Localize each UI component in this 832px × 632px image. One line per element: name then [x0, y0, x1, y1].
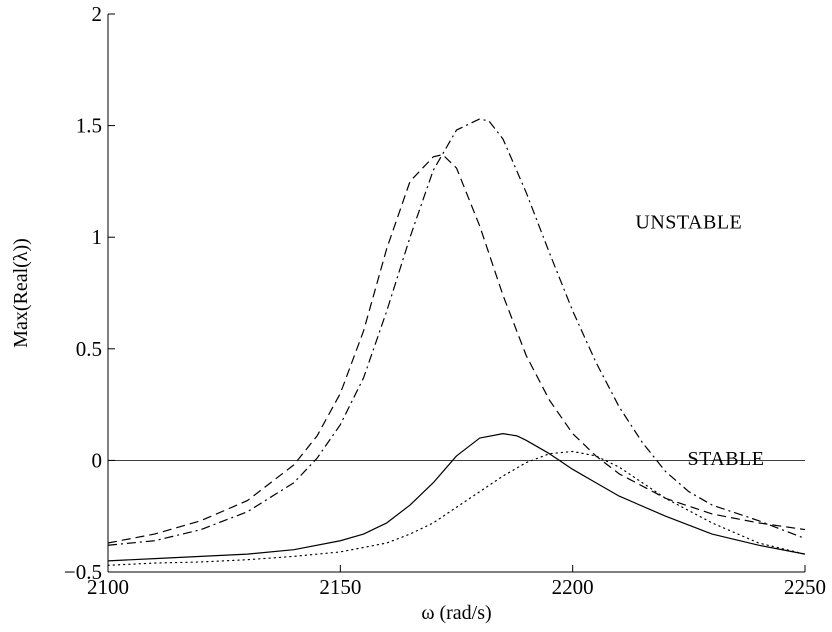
y-tick-label: 0.5 — [76, 337, 102, 361]
series-layer — [107, 118, 806, 566]
y-tick-label: 2 — [92, 2, 103, 26]
annotation-unstable: UNSTABLE — [635, 211, 742, 233]
x-tick-label: 2150 — [319, 575, 361, 599]
series-line-solid — [107, 433, 806, 562]
axes-layer — [107, 13, 806, 573]
y-axis-label: Max(Real(λ)) — [10, 238, 32, 348]
annotation-stable: STABLE — [688, 448, 765, 470]
y-tick-label: −0.5 — [64, 560, 102, 584]
series-line-dashed — [107, 154, 806, 544]
y-tick-label: 1 — [92, 225, 103, 249]
labels-layer: 2100 2150 2200 2250 −0.5 0 0.5 1 1.5 2 ω (rad/s) Ma… — [10, 2, 826, 624]
y-tick-label: 0 — [92, 448, 103, 472]
x-tick-label: 2200 — [552, 575, 594, 599]
y-tick-label: 1.5 — [76, 114, 102, 138]
series-line-dotted — [107, 450, 806, 566]
x-axis-label: ω (rad/s) — [421, 602, 491, 624]
x-tick-label: 2100 — [87, 575, 129, 599]
x-tick-label: 2250 — [784, 575, 826, 599]
series-line-dashdot — [107, 118, 806, 546]
